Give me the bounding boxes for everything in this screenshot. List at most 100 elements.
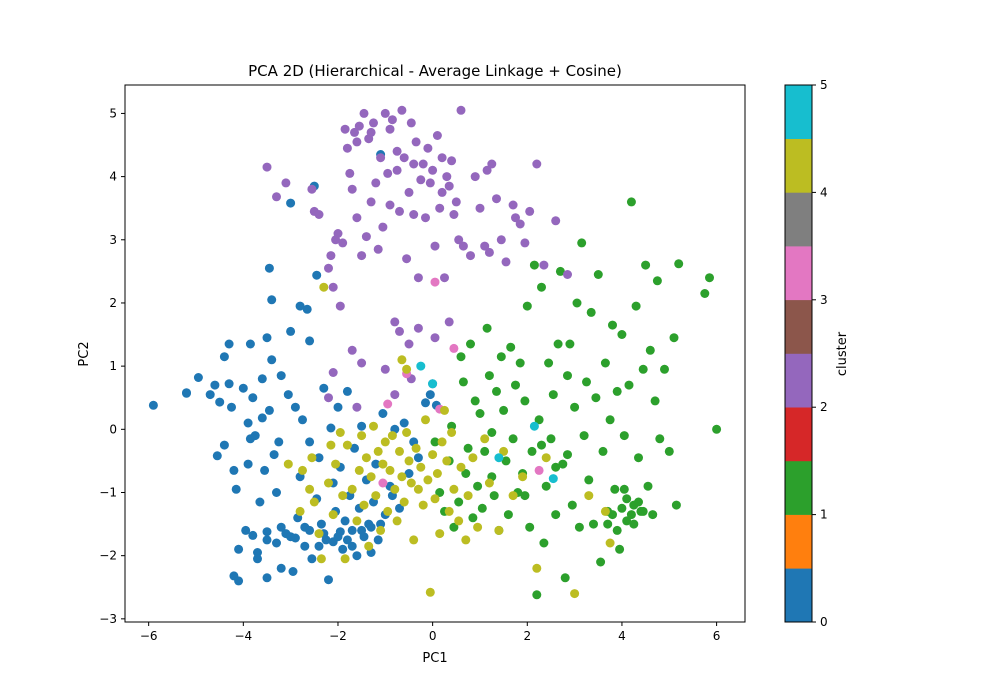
- scatter-point-cluster-4: [463, 491, 473, 501]
- scatter-point-cluster-2: [484, 247, 494, 257]
- scatter-point-cluster-1: [487, 428, 497, 437]
- scatter-point-cluster-4: [402, 364, 412, 374]
- scatter-point-cluster-0: [182, 388, 191, 398]
- colorbar-tick-label: 3: [820, 293, 828, 307]
- scatter-point-cluster-1: [619, 484, 629, 494]
- y-tick-label: 5: [109, 106, 117, 120]
- scatter-point-cluster-1: [520, 491, 530, 501]
- scatter-point-cluster-0: [264, 405, 274, 415]
- scatter-point-cluster-0: [253, 554, 262, 564]
- scatter-point-cluster-1: [525, 522, 535, 532]
- scatter-point-cluster-4: [444, 506, 454, 516]
- scatter-point-cluster-2: [520, 238, 530, 248]
- scatter-point-cluster-0: [305, 336, 315, 346]
- scatter-point-cluster-2: [563, 270, 572, 279]
- scatter-point-cluster-2: [466, 251, 475, 261]
- scatter-point-cluster-0: [210, 380, 220, 390]
- scatter-point-cluster-2: [366, 197, 376, 207]
- scatter-point-cluster-1: [622, 516, 632, 526]
- scatter-point-cluster-2: [440, 273, 449, 283]
- scatter-point-cluster-0: [262, 573, 272, 583]
- scatter-point-cluster-2: [437, 153, 447, 163]
- scatter-point-cluster-4: [397, 472, 407, 482]
- scatter-point-cluster-2: [395, 206, 404, 216]
- scatter-point-cluster-0: [357, 525, 367, 535]
- y-axis-label: PC2: [77, 341, 92, 366]
- scatter-point-cluster-2: [449, 210, 459, 219]
- scatter-point-cluster-1: [664, 446, 674, 456]
- scatter-point-cluster-2: [399, 153, 409, 163]
- scatter-point-cluster-4: [380, 437, 390, 447]
- colorbar-tick-label: 5: [820, 78, 828, 92]
- scatter-point-cluster-2: [324, 393, 333, 403]
- scatter-point-cluster-1: [619, 431, 629, 441]
- scatter-point-cluster-4: [383, 506, 393, 516]
- scatter-point-cluster-1: [515, 358, 525, 368]
- scatter-point-cluster-4: [326, 440, 336, 450]
- scatter-point-cluster-1: [629, 519, 639, 529]
- scatter-point-cluster-2: [515, 219, 525, 229]
- scatter-point-cluster-2: [409, 159, 419, 169]
- scatter-point-cluster-0: [231, 484, 241, 494]
- scatter-point-cluster-1: [458, 377, 468, 387]
- scatter-point-cluster-0: [305, 525, 315, 535]
- scatter-point-cluster-1: [537, 440, 546, 450]
- scatter-point-cluster-0: [224, 379, 234, 389]
- scatter-point-cluster-2: [380, 364, 390, 374]
- scatter-point-cluster-0: [357, 421, 367, 431]
- scatter-point-cluster-2: [470, 172, 480, 182]
- scatter-point-cluster-1: [596, 557, 606, 567]
- scatter-point-cluster-1: [532, 590, 542, 600]
- scatter-point-cluster-2: [430, 241, 440, 251]
- scatter-point-cluster-4: [387, 431, 397, 441]
- scatter-point-cluster-0: [399, 418, 409, 428]
- scatter-point-cluster-2: [447, 156, 457, 166]
- scatter-point-cluster-2: [404, 187, 414, 197]
- scatter-point-cluster-3: [534, 465, 544, 475]
- scatter-point-cluster-2: [357, 251, 367, 261]
- scatter-point-cluster-2: [444, 181, 454, 191]
- scatter-point-cluster-4: [283, 459, 293, 469]
- scatter-point-cluster-1: [541, 481, 551, 491]
- scatter-point-cluster-0: [205, 390, 215, 400]
- scatter-point-cluster-0: [302, 304, 312, 314]
- scatter-point-cluster-1: [454, 497, 464, 507]
- x-tick-label: 4: [618, 629, 626, 643]
- scatter-point-cluster-1: [546, 434, 556, 444]
- scatter-point-cluster-5: [494, 453, 504, 463]
- scatter-point-cluster-4: [423, 475, 433, 485]
- scatter-point-cluster-4: [324, 478, 333, 488]
- scatter-point-cluster-0: [283, 390, 293, 400]
- scatter-point-cluster-2: [496, 235, 506, 245]
- scatter-point-cluster-4: [409, 535, 419, 545]
- scatter-point-cluster-4: [418, 500, 428, 510]
- scatter-point-cluster-2: [307, 184, 317, 194]
- scatter-point-cluster-1: [563, 450, 572, 460]
- scatter-point-cluster-2: [501, 257, 511, 267]
- scatter-point-cluster-4: [440, 405, 449, 415]
- colorbar-segment: [785, 353, 812, 408]
- scatter-point-cluster-4: [314, 529, 324, 539]
- scatter-point-cluster-0: [262, 527, 272, 537]
- scatter-point-cluster-1: [511, 380, 520, 390]
- scatter-point-cluster-1: [499, 405, 509, 415]
- scatter-point-cluster-1: [435, 488, 445, 497]
- scatter-point-cluster-2: [390, 317, 400, 327]
- scatter-point-cluster-1: [641, 260, 651, 270]
- scatter-point-cluster-5: [548, 474, 558, 484]
- scatter-point-cluster-4: [508, 491, 518, 501]
- scatter-point-cluster-2: [347, 184, 357, 194]
- scatter-point-cluster-0: [300, 541, 310, 551]
- scatter-point-cluster-4: [378, 459, 388, 469]
- scatter-point-cluster-1: [584, 475, 594, 485]
- scatter-point-cluster-0: [333, 532, 343, 542]
- scatter-point-cluster-1: [608, 510, 617, 520]
- scatter-point-cluster-1: [617, 330, 627, 339]
- scatter-point-cluster-1: [591, 393, 601, 403]
- scatter-point-cluster-0: [333, 402, 343, 412]
- scatter-point-cluster-2: [390, 390, 400, 400]
- scatter-point-cluster-4: [361, 453, 371, 463]
- colorbar-segment: [785, 192, 812, 247]
- scatter-point-cluster-1: [650, 396, 660, 406]
- scatter-point-cluster-4: [428, 450, 438, 460]
